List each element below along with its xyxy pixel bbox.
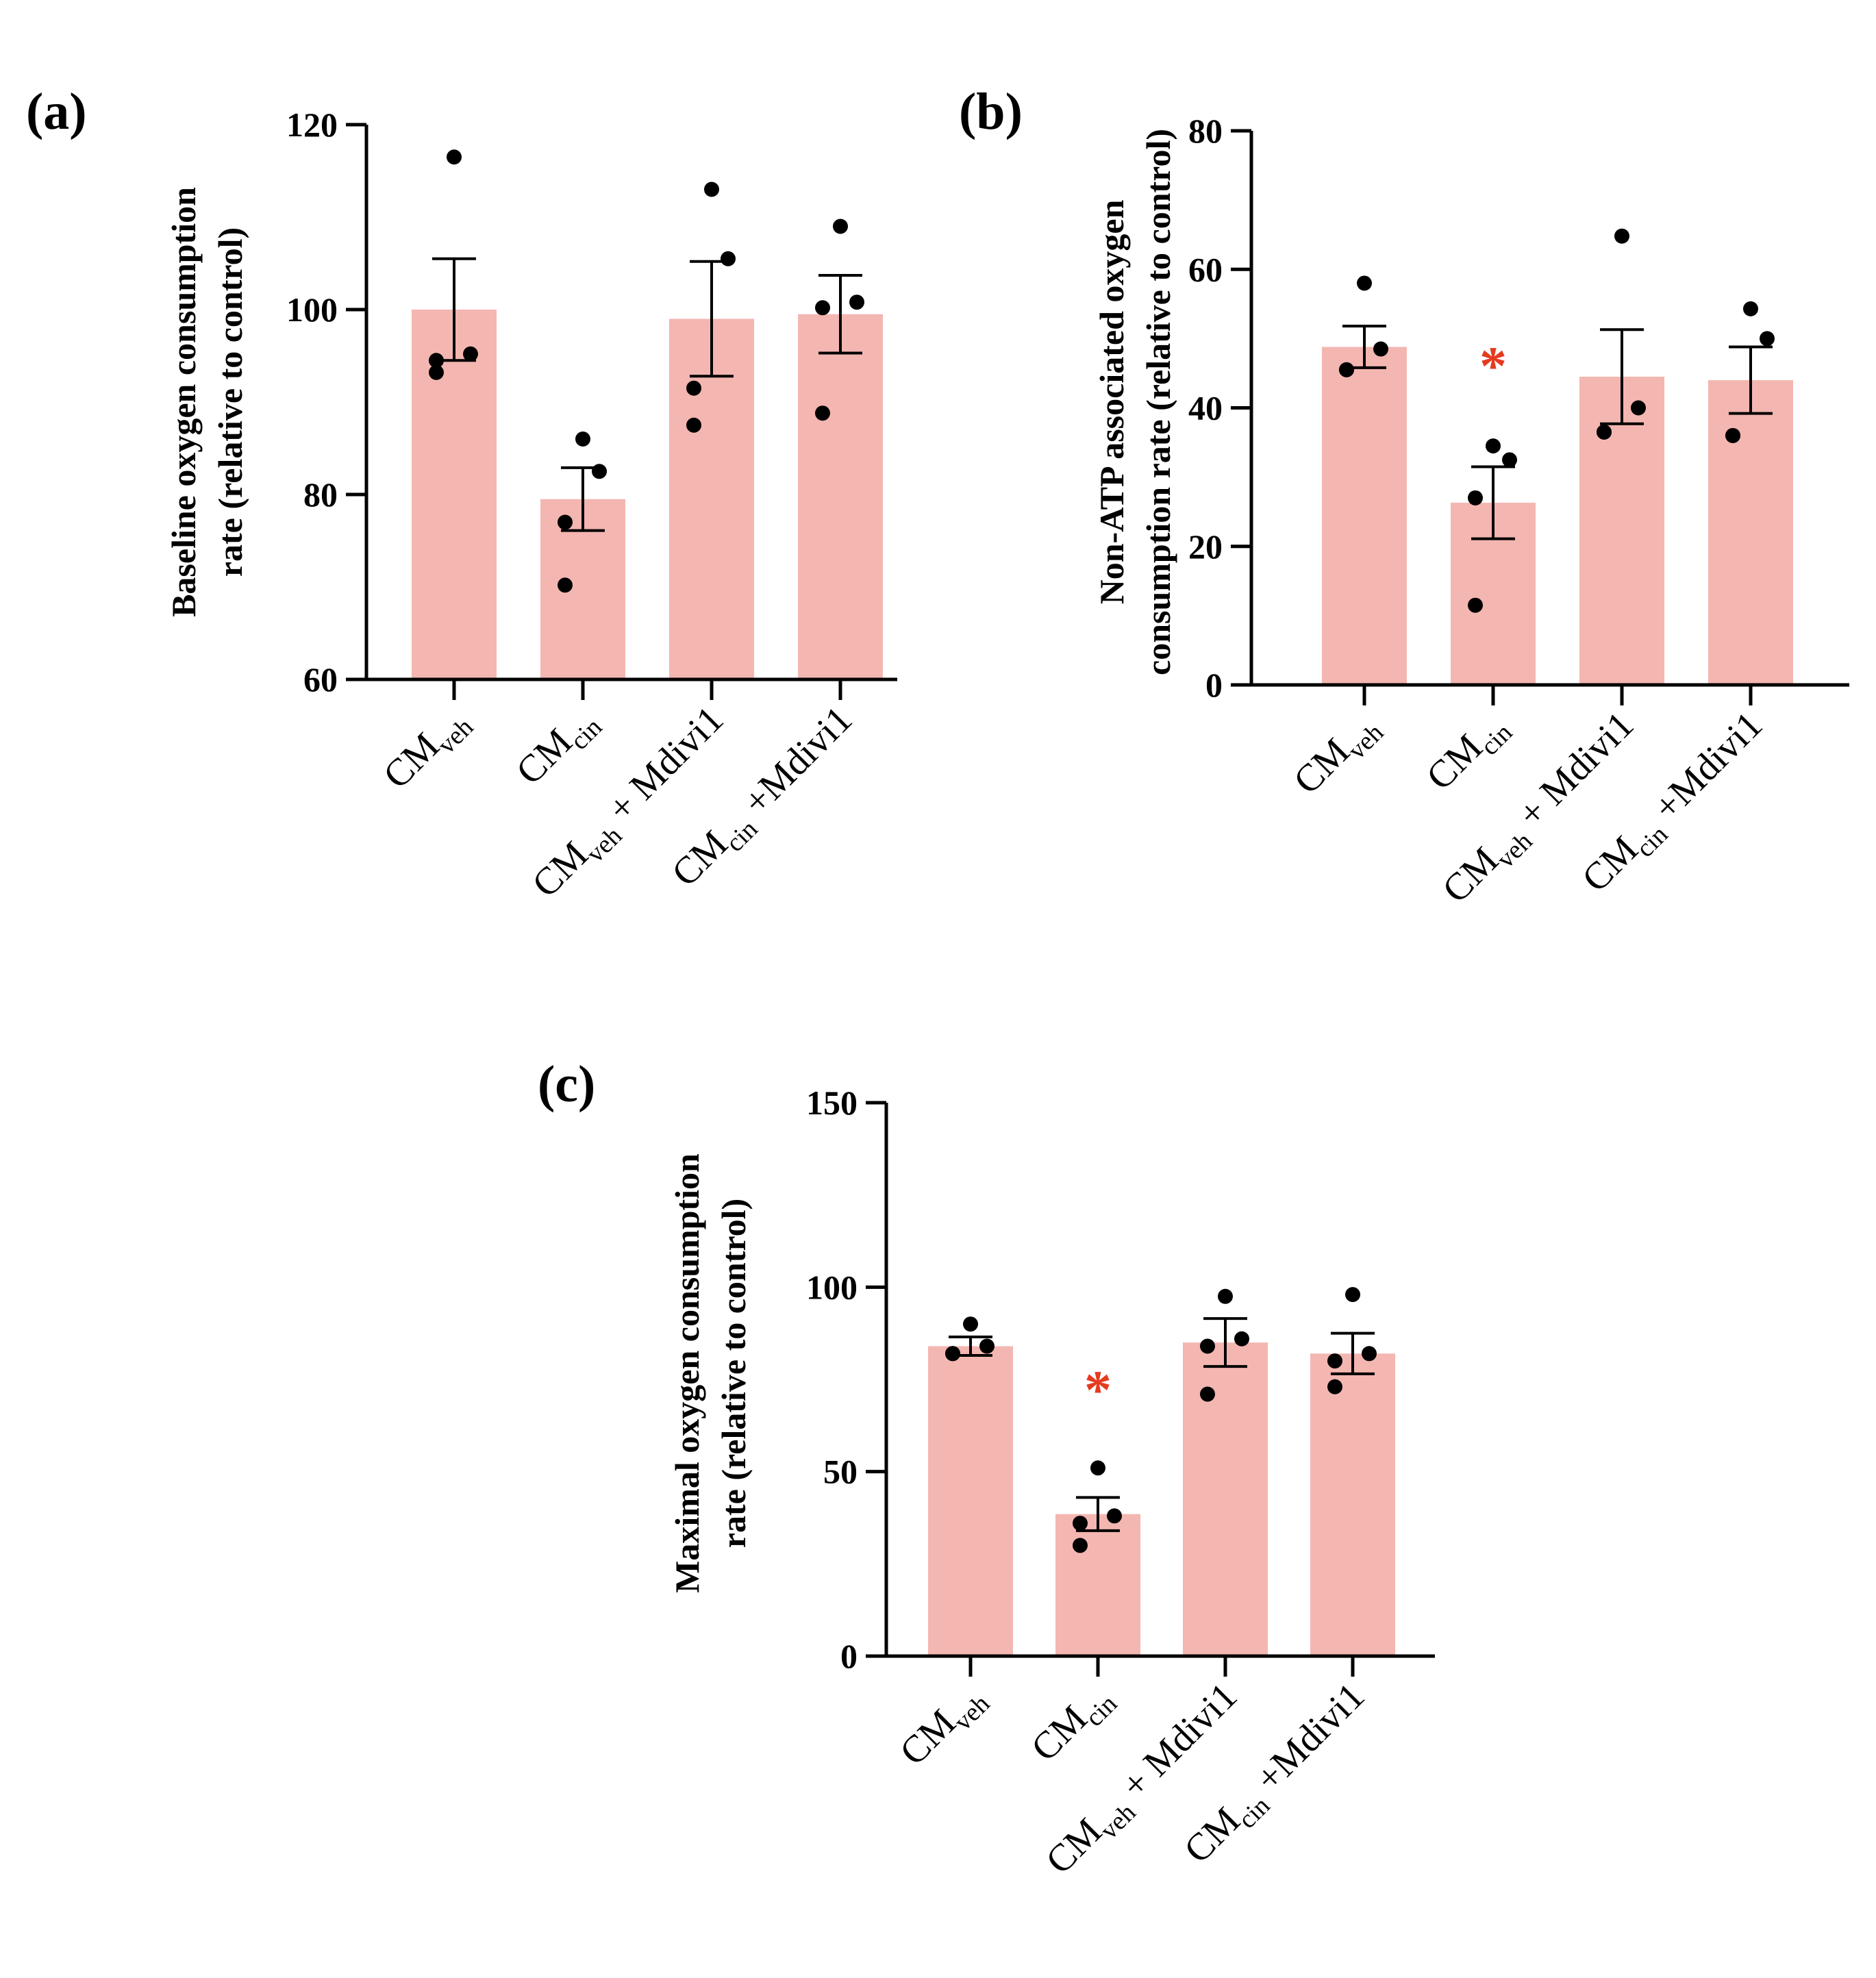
bar <box>1310 1353 1395 1656</box>
bar <box>1579 376 1664 685</box>
data-point <box>1725 427 1740 443</box>
y-tick-label: 60 <box>303 660 338 699</box>
y-axis-title: Baseline oxygen consumption rate (relativ… <box>164 187 249 617</box>
y-axis-title: Non-ATP associated oxygen consumption rat… <box>1092 129 1177 675</box>
x-tick-label: CMveh <box>892 1675 995 1778</box>
data-point <box>463 346 478 362</box>
data-point <box>963 1316 978 1332</box>
x-tick-label: CMcin <box>1023 1675 1123 1774</box>
x-tick-label: CMcin <box>1418 703 1518 803</box>
data-point <box>1631 400 1646 416</box>
data-point <box>1073 1516 1088 1531</box>
bar <box>669 318 754 679</box>
data-point <box>1614 228 1629 244</box>
y-axis-title: Maximal oxygen consumption rate (relative… <box>668 1153 753 1593</box>
data-point <box>1327 1353 1342 1369</box>
data-point <box>429 353 444 368</box>
data-point <box>686 417 701 433</box>
y-axis-title-line: consumption rate (relative to control) <box>1139 129 1177 675</box>
bar <box>412 310 497 679</box>
data-point <box>1743 301 1758 316</box>
data-point <box>1486 438 1501 454</box>
panel-b-bar-chart: (b) Non-ATP associated oxygen consumption … <box>959 83 1849 911</box>
y-tick-label: 60 <box>1188 250 1223 288</box>
panel-c-bar-chart: (c) Maximal oxygen consumption rate (relat… <box>538 1055 1435 1882</box>
data-point <box>1327 1379 1342 1394</box>
panel-label: (a) <box>26 83 87 140</box>
data-point <box>558 514 573 530</box>
data-point <box>945 1346 960 1362</box>
data-point <box>558 577 573 593</box>
category-suffix: + Mdivi1 <box>593 698 732 837</box>
y-tick-label: 80 <box>303 475 338 514</box>
data-point <box>575 431 590 447</box>
bar <box>1183 1342 1268 1656</box>
category-suffix: +Mdivi1 <box>1241 1675 1373 1807</box>
category-suffix: + Mdivi1 <box>1503 703 1642 842</box>
y-tick-label: 100 <box>286 290 338 329</box>
data-point <box>1234 1331 1249 1347</box>
data-point <box>592 464 607 479</box>
data-point <box>704 181 719 197</box>
data-point <box>686 380 701 396</box>
data-point <box>833 218 848 234</box>
significance-marker: * <box>1479 336 1507 397</box>
y-axis-title-line: Baseline oxygen consumption <box>164 187 203 617</box>
data-point <box>1373 341 1388 357</box>
data-point <box>979 1338 995 1354</box>
data-point <box>1200 1338 1215 1354</box>
bar <box>798 314 883 679</box>
bar <box>928 1346 1013 1656</box>
y-tick-label: 50 <box>823 1453 858 1491</box>
y-tick-label: 20 <box>1188 527 1223 566</box>
y-axis-title-line: rate (relative to control) <box>211 227 249 577</box>
data-point <box>815 300 830 316</box>
y-tick-label: 40 <box>1188 389 1223 427</box>
panel-label: (b) <box>959 83 1023 140</box>
data-point <box>1468 597 1483 613</box>
y-tick-label: 150 <box>806 1084 858 1122</box>
x-tick-label: CMveh <box>375 698 479 801</box>
significance-marker: * <box>1084 1360 1112 1420</box>
y-axis-title-line: rate (relative to control) <box>714 1199 753 1548</box>
bar <box>1708 380 1793 685</box>
data-point <box>429 364 444 380</box>
data-point <box>1502 452 1517 468</box>
y-axis-title-line: Non-ATP associated oxygen <box>1092 199 1131 604</box>
panel-label: (c) <box>538 1055 595 1113</box>
bar <box>1322 347 1407 685</box>
data-point <box>1468 490 1483 505</box>
data-point <box>1339 362 1354 377</box>
data-point <box>721 251 736 266</box>
y-axis-title-line: Maximal oxygen consumption <box>668 1153 706 1593</box>
y-tick-label: 100 <box>806 1268 858 1306</box>
data-point <box>1090 1460 1105 1476</box>
category-suffix: +Mdivi1 <box>1639 703 1771 836</box>
data-point <box>1357 275 1372 291</box>
data-point <box>1107 1508 1122 1524</box>
y-tick-label: 0 <box>840 1637 858 1675</box>
data-point <box>1760 331 1775 347</box>
data-point <box>1362 1346 1377 1362</box>
data-point <box>1073 1538 1088 1553</box>
y-tick-label: 120 <box>286 105 338 144</box>
data-point <box>1597 424 1612 440</box>
panel-a-bar-chart: (a) Baseline oxygen consumption rate (rela… <box>26 83 897 905</box>
category-suffix: +Mdivi1 <box>729 698 861 830</box>
data-point <box>815 405 830 421</box>
data-point <box>849 295 864 310</box>
x-tick-label: CMveh <box>1286 703 1389 807</box>
bar <box>1055 1514 1140 1656</box>
data-point <box>1345 1287 1360 1303</box>
y-tick-label: 80 <box>1188 112 1223 150</box>
x-tick-label: CMcin <box>508 698 608 797</box>
y-tick-label: 0 <box>1205 666 1223 704</box>
category-suffix: + Mdivi1 <box>1107 1675 1246 1814</box>
data-point <box>1218 1288 1233 1304</box>
data-point <box>1200 1386 1215 1402</box>
data-point <box>447 149 462 165</box>
